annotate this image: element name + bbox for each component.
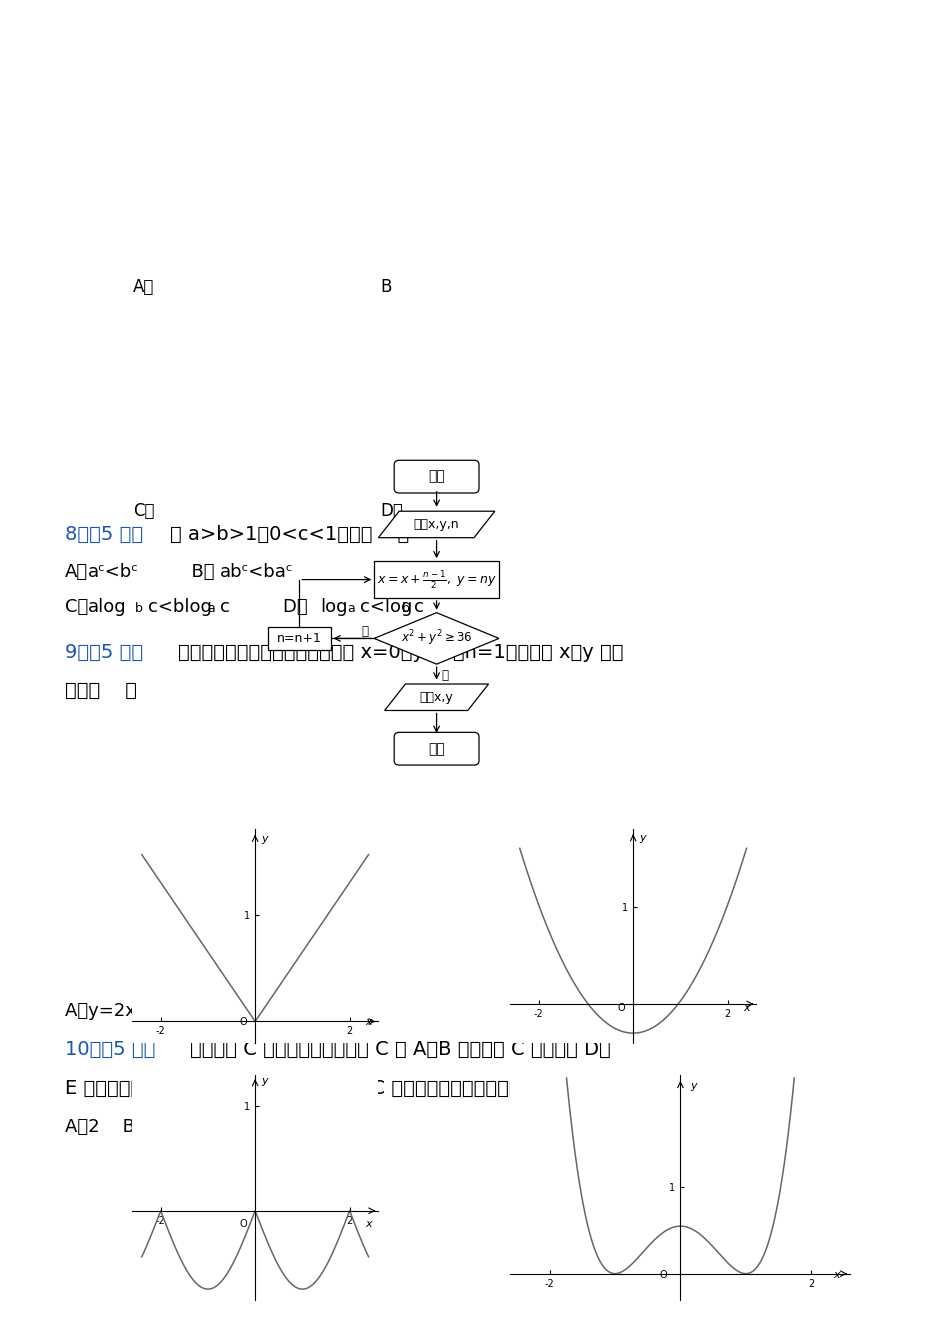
- Text: 8．（5 分）: 8．（5 分）: [65, 525, 143, 544]
- Text: A．y=2x B．y=3x C．y=4x D．y=5x: A．y=2x B．y=3x C．y=4x D．y=5x: [65, 1001, 367, 1020]
- Text: 9．（5 分）: 9．（5 分）: [65, 643, 143, 662]
- Text: B: B: [379, 278, 391, 295]
- Text: C．: C．: [65, 598, 88, 616]
- Text: A．: A．: [65, 563, 88, 582]
- Text: c: c: [220, 598, 229, 616]
- Text: C．: C．: [133, 501, 154, 520]
- Polygon shape: [378, 511, 495, 537]
- FancyBboxPatch shape: [268, 627, 330, 650]
- Text: n=n+1: n=n+1: [277, 632, 322, 644]
- Text: aᶜ<bᶜ: aᶜ<bᶜ: [88, 563, 139, 582]
- Polygon shape: [384, 685, 488, 710]
- Text: 若 a>b>1，0<c<1，则（    ）: 若 a>b>1，0<c<1，则（ ）: [170, 525, 409, 544]
- Text: D．: D．: [260, 598, 308, 616]
- Text: $x=x+\frac{n-1}{2},\ y=ny$: $x=x+\frac{n-1}{2},\ y=ny$: [377, 568, 496, 591]
- Text: 满足（    ）: 满足（ ）: [65, 681, 137, 701]
- Text: 以抛物线 C 的顶点为圆心的圆交 C 于 A、B 两点，交 C 的准线于 D、: 以抛物线 C 的顶点为圆心的圆交 C 于 A、B 两点，交 C 的准线于 D、: [190, 1040, 610, 1059]
- Text: alog: alog: [88, 598, 126, 616]
- Text: O: O: [659, 1270, 666, 1281]
- Text: x: x: [364, 1017, 371, 1027]
- Text: D．: D．: [379, 501, 402, 520]
- FancyBboxPatch shape: [394, 460, 479, 493]
- Text: 10．（5 分）: 10．（5 分）: [65, 1040, 155, 1059]
- Text: O: O: [239, 1219, 246, 1229]
- Text: c<blog: c<blog: [148, 598, 211, 616]
- Text: O: O: [616, 1003, 624, 1013]
- Text: y: y: [639, 833, 646, 844]
- Text: x: x: [364, 1219, 371, 1229]
- Text: $x^2+y^2\geq36$: $x^2+y^2\geq36$: [400, 628, 472, 648]
- Text: y: y: [261, 834, 268, 845]
- FancyBboxPatch shape: [394, 733, 479, 765]
- FancyBboxPatch shape: [374, 562, 498, 598]
- Text: x: x: [833, 1270, 839, 1281]
- Text: y: y: [261, 1076, 268, 1087]
- Text: A．2    B．4    C．6    D．8: A．2 B．4 C．6 D．8: [65, 1118, 274, 1136]
- Text: 输出x,y: 输出x,y: [419, 691, 453, 703]
- Text: 是: 是: [441, 668, 448, 682]
- Text: c: c: [413, 598, 424, 616]
- Text: 输入x,y,n: 输入x,y,n: [413, 517, 459, 531]
- Text: E 两点．已知|AB|=4√2，|DE|=2√5，则 C 的焦点到准线的距离为（    ）: E 两点．已知|AB|=4√2，|DE|=2√5，则 C 的焦点到准线的距离为（…: [65, 1078, 557, 1098]
- Text: B．: B．: [179, 563, 214, 582]
- Text: 开始: 开始: [428, 469, 445, 484]
- Text: A．: A．: [133, 278, 154, 295]
- Text: 结束: 结束: [428, 742, 445, 755]
- Text: abᶜ<baᶜ: abᶜ<baᶜ: [220, 563, 294, 582]
- Text: b: b: [135, 602, 143, 615]
- Text: a: a: [207, 602, 214, 615]
- Text: y: y: [690, 1080, 697, 1091]
- Text: b: b: [401, 602, 410, 615]
- Text: c<log: c<log: [360, 598, 412, 616]
- Text: O: O: [239, 1017, 246, 1027]
- Text: 否: 否: [361, 626, 367, 638]
- Text: x: x: [742, 1003, 749, 1013]
- Text: a: a: [346, 602, 354, 615]
- Text: log: log: [320, 598, 347, 616]
- Polygon shape: [374, 612, 498, 664]
- Text: 执行如图的程序框图，如果输入的 x=0，y=1，n=1，则输出 x，y 的值: 执行如图的程序框图，如果输入的 x=0，y=1，n=1，则输出 x，y 的值: [177, 643, 623, 662]
